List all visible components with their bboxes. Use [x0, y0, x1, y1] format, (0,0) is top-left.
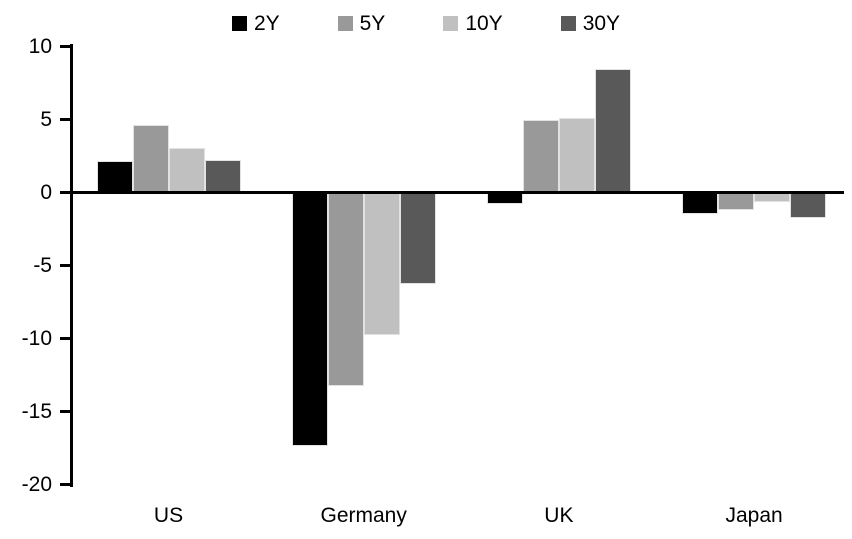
zero-axis-line — [70, 190, 844, 194]
bar-germany-10y — [363, 192, 400, 336]
legend-item-30y: 30Y — [560, 12, 621, 35]
y-axis-tick-label: 10 — [28, 35, 52, 58]
y-axis-tick — [60, 409, 73, 413]
y-axis-tick — [60, 44, 73, 48]
legend-item-2y: 2Y — [231, 12, 280, 35]
legend-marker-2y — [231, 16, 247, 31]
y-axis-tick-label: -5 — [33, 254, 52, 277]
y-axis-tick — [60, 190, 73, 194]
bar-germany-2y — [291, 192, 328, 447]
chart-legend: 2Y 5Y 10Y 30Y — [0, 13, 852, 34]
bar-uk-30y — [594, 69, 631, 192]
y-axis-tick-label: 5 — [40, 108, 52, 131]
bar-us-5y — [132, 124, 169, 192]
bar-uk-10y — [558, 117, 595, 192]
bar-us-10y — [168, 148, 205, 192]
bar-uk-5y — [522, 120, 559, 192]
y-axis-tick-label: -20 — [21, 473, 52, 496]
legend-label: 10Y — [465, 12, 503, 35]
y-axis-tick — [60, 117, 73, 121]
legend-label: 5Y — [359, 12, 386, 35]
x-category-label-us: US — [153, 504, 184, 527]
y-axis-tick-label: -10 — [21, 327, 52, 350]
bar-germany-5y — [327, 192, 364, 387]
legend-item-5y: 5Y — [337, 12, 386, 35]
bar-japan-5y — [718, 192, 755, 210]
bar-uk-2y — [486, 192, 523, 204]
legend-item-10y: 10Y — [443, 12, 503, 35]
bar-japan-2y — [682, 192, 719, 214]
legend-label: 2Y — [253, 12, 280, 35]
y-axis-tick-label: -15 — [21, 400, 52, 423]
bar-germany-30y — [399, 192, 436, 284]
bar-japan-10y — [754, 192, 791, 203]
legend-label: 30Y — [582, 12, 621, 35]
legend-marker-10y — [443, 16, 459, 31]
bar-us-30y — [204, 159, 241, 192]
x-category-label-germany: Germany — [320, 504, 407, 527]
bar-us-2y — [96, 161, 133, 192]
legend-marker-30y — [560, 16, 576, 31]
y-axis-tick — [60, 336, 73, 340]
x-category-label-uk: UK — [544, 504, 574, 527]
x-category-label-japan: Japan — [725, 504, 783, 527]
bar-japan-30y — [790, 192, 827, 219]
legend-marker-5y — [337, 16, 353, 31]
y-axis-tick — [60, 263, 73, 267]
y-axis-tick-label: 0 — [40, 181, 52, 204]
y-axis-tick — [60, 482, 73, 486]
